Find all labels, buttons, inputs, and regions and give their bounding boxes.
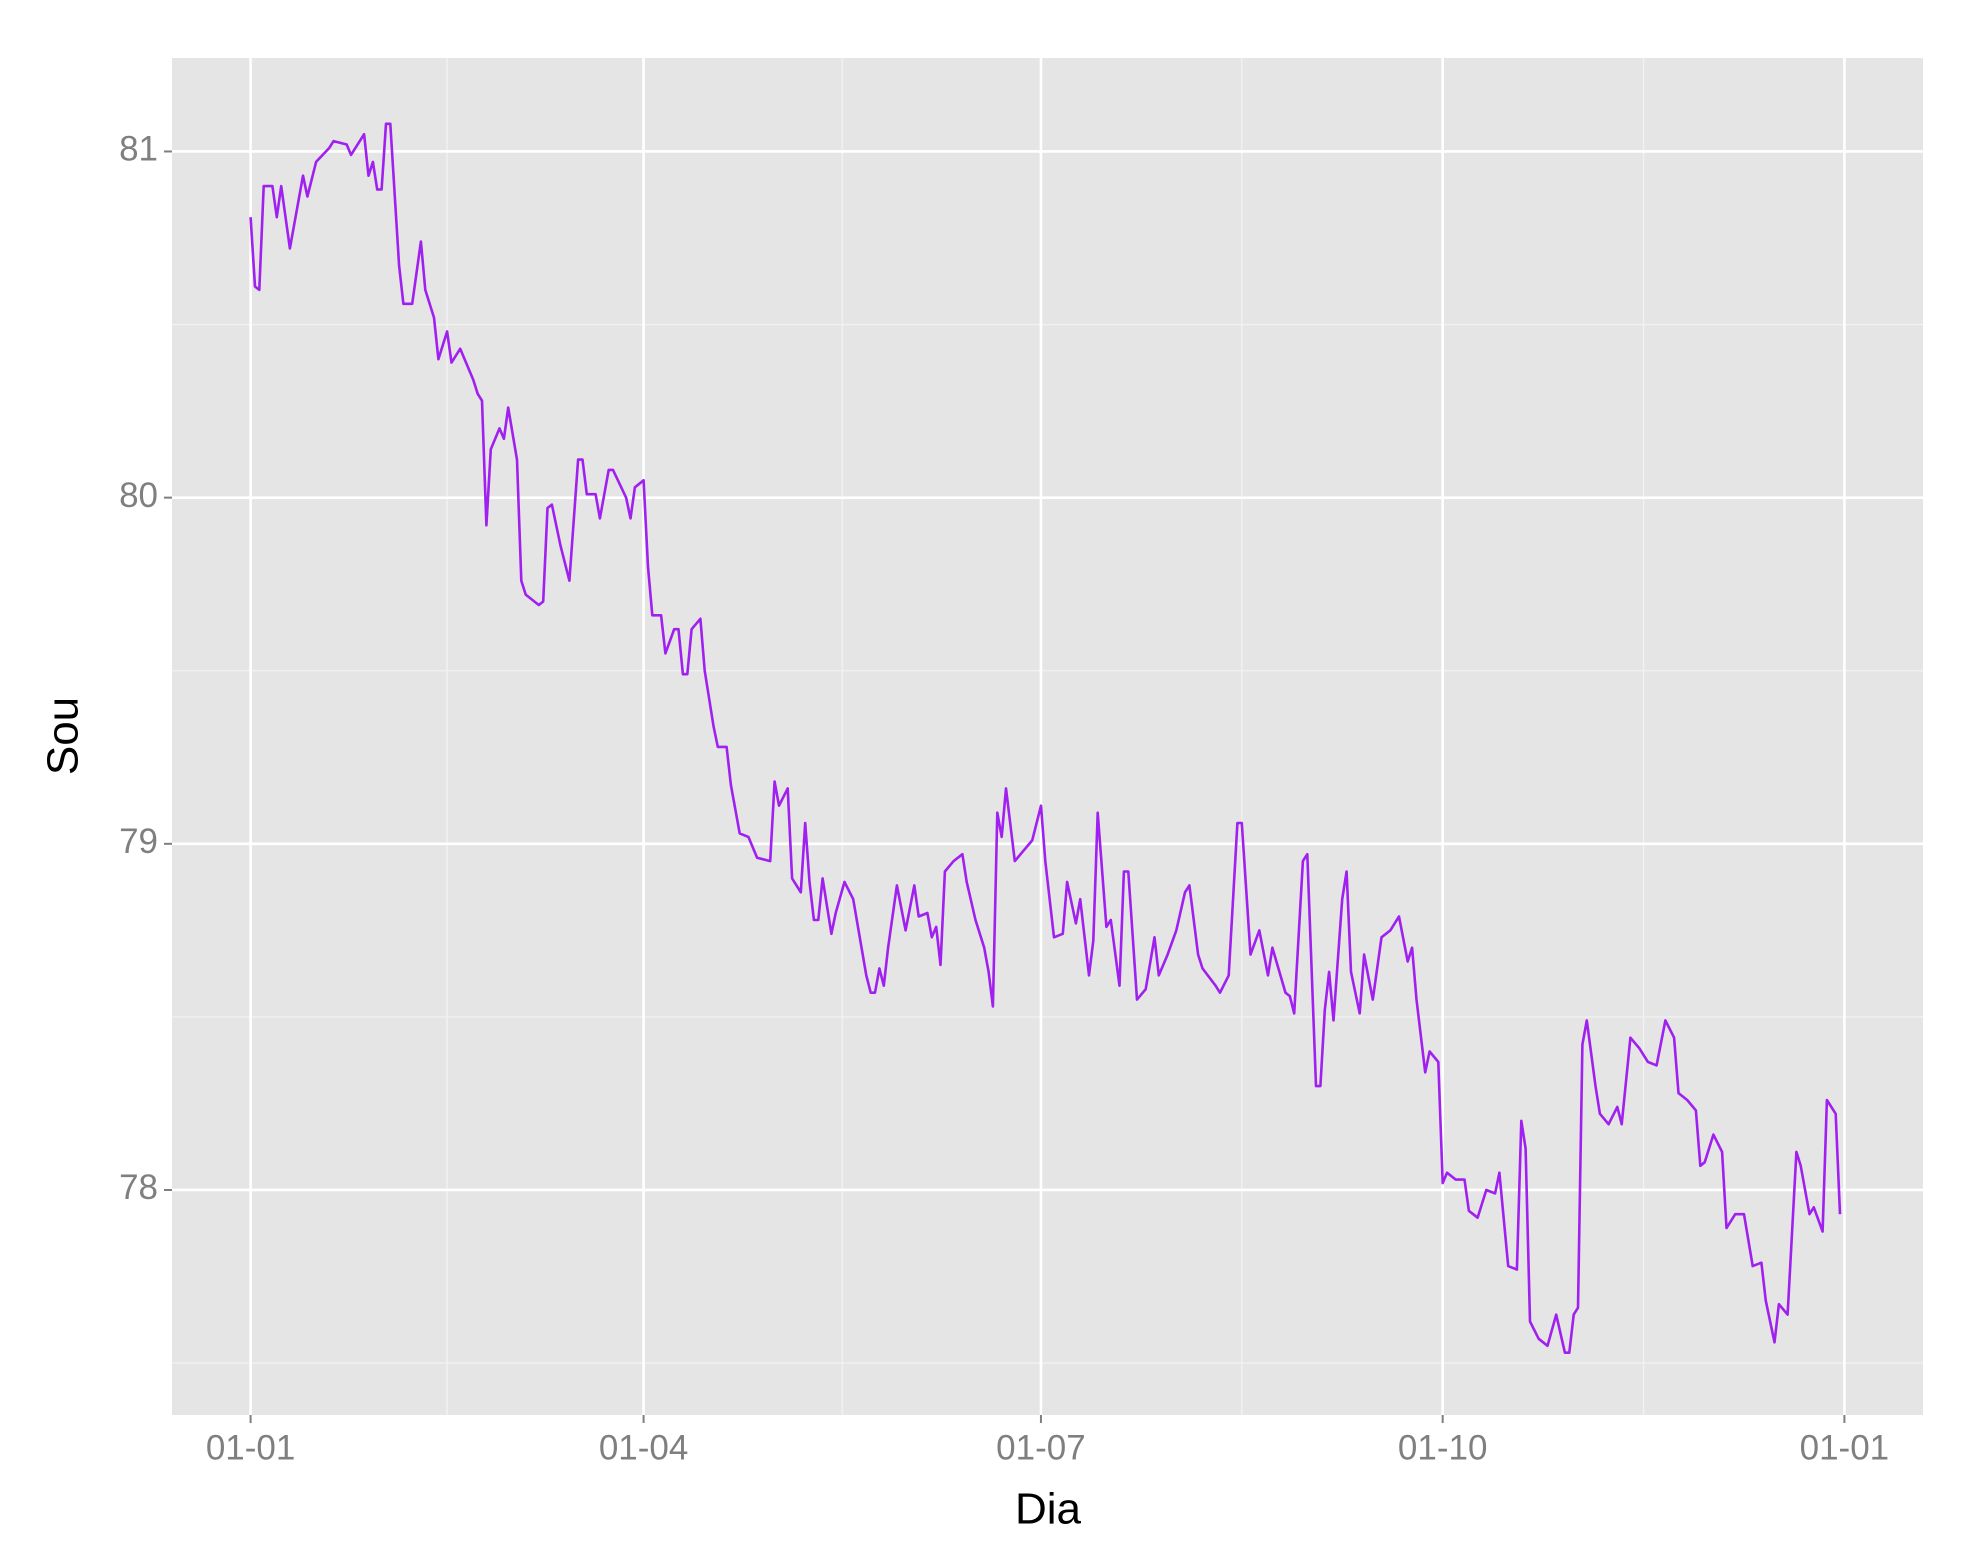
- x-tick-label: 01-10: [1398, 1428, 1488, 1467]
- plot-panel: [172, 58, 1923, 1415]
- x-tick-label: 01-07: [996, 1428, 1086, 1467]
- x-axis-title: Dia: [1015, 1485, 1082, 1534]
- x-tick-label: 01-01: [1800, 1428, 1890, 1467]
- y-tick-label: 81: [119, 130, 158, 169]
- y-tick-label: 79: [119, 822, 158, 861]
- y-tick-label: 80: [119, 476, 158, 515]
- data-line: [249, 122, 1842, 1354]
- y-axis-title: Sou: [39, 697, 88, 775]
- x-tick-label: 01-01: [206, 1428, 296, 1467]
- y-tick-label: 78: [119, 1168, 158, 1207]
- x-tick-label: 01-04: [599, 1428, 689, 1467]
